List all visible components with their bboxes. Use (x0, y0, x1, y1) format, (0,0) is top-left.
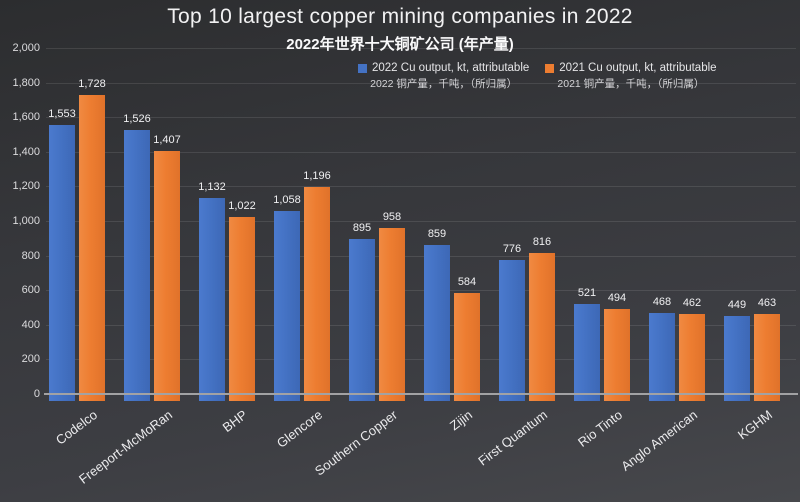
value-label: 462 (682, 297, 702, 310)
gridline (46, 290, 796, 292)
x-axis-label: Rio Tinto (575, 407, 626, 450)
bar-2021-anglo-american (679, 314, 705, 401)
bar-2022-glencore (274, 210, 300, 401)
value-label: 895 (352, 222, 372, 235)
y-tick-label: 400 (21, 318, 40, 331)
legend-label: 2022 Cu output, kt, attributable (372, 62, 530, 74)
x-axis-label: BHP (219, 407, 251, 436)
gridline (46, 255, 796, 257)
value-label: 1,553 (48, 108, 76, 121)
gridline (46, 221, 796, 222)
chart-title: Top 10 largest copper mining companies i… (167, 5, 633, 28)
gridline (46, 48, 796, 49)
value-label: 1,022 (228, 200, 256, 213)
legend-label: 2021 Cu output, kt, attributable (559, 62, 717, 74)
bar-2022-freeport-mcmoran (124, 130, 150, 401)
gridline (46, 82, 796, 84)
gridline (46, 359, 796, 361)
value-label: 859 (427, 228, 447, 241)
value-label: 1,058 (273, 193, 301, 206)
bar-2021-codelco (79, 95, 105, 401)
y-tick-label: 1,400 (12, 145, 40, 158)
value-label: 1,526 (123, 113, 151, 125)
bar-2022-codelco (49, 125, 75, 401)
bar-2022-zijin (424, 245, 450, 401)
value-label: 463 (757, 296, 777, 309)
chart-subtitle: 2022年世界十大铜矿公司 (年产量) (286, 36, 514, 53)
legend-swatch-2021 (545, 63, 555, 73)
legend-item-2021: 2021 Cu output, kt, attributable 2021 铜产量… (545, 62, 717, 91)
legend-item-2022: 2022 Cu output, kt, attributable 2022 铜产量… (358, 62, 529, 91)
gridline (46, 117, 796, 119)
gridline (46, 151, 796, 153)
bar-2021-rio-tinto (604, 308, 630, 401)
bar-2021-glencore (304, 187, 330, 401)
bar-2021-kghm (754, 313, 780, 401)
x-axis-label: Glencore (273, 407, 326, 451)
value-label: 494 (607, 291, 627, 304)
legend-label-cn: 2022 铜产量，千吨，（所归属） (370, 78, 518, 90)
bar-2021-bhp (229, 217, 255, 401)
bar-2022-southern-copper (349, 239, 375, 401)
bar-2021-southern-copper (379, 228, 405, 401)
y-tick-label: 1,800 (12, 76, 40, 89)
x-axis-label: First Quantum (475, 407, 551, 469)
legend-entry: 2021 Cu output, kt, attributable (545, 62, 717, 74)
bar-2021-zijin (454, 292, 480, 401)
bar-2021-first-quantum (529, 252, 555, 401)
legend-swatch-2022 (358, 63, 367, 73)
legend-entry: 2022 Cu output, kt, attributable (358, 62, 529, 74)
y-tick-label: 600 (21, 284, 40, 297)
gridline (46, 324, 796, 326)
x-axis-label: KGHM (734, 407, 776, 443)
y-tick-label: 800 (21, 249, 40, 262)
bar-2022-rio-tinto (574, 303, 600, 401)
y-tick-label: 0 (33, 388, 40, 400)
bar-2022-anglo-american (649, 313, 675, 401)
y-tick-label: 1,600 (12, 111, 40, 124)
bar-2022-bhp (199, 198, 225, 401)
value-label: 468 (652, 296, 672, 309)
x-axis-label: Zijin (446, 407, 476, 434)
y-tick-label: 2,000 (12, 42, 40, 54)
value-label: 1,132 (198, 181, 226, 194)
value-label: 584 (457, 275, 477, 288)
value-label: 449 (727, 299, 747, 312)
value-label: 776 (502, 242, 522, 255)
x-axis-line (44, 393, 798, 395)
y-tick-label: 1,200 (12, 180, 40, 193)
x-axis-label: Codelco (52, 407, 101, 448)
value-label: 521 (577, 286, 597, 299)
x-axis-label: Anglo American (618, 407, 701, 474)
bar-2022-first-quantum (499, 259, 525, 401)
legend: 2022 Cu output, kt, attributable 2022 铜产量… (358, 62, 717, 91)
gridline (46, 186, 796, 188)
legend-label-cn: 2021 铜产量，千吨，（所归属） (557, 78, 705, 90)
value-label: 958 (382, 211, 402, 224)
x-axis-label: Southern Copper (311, 407, 401, 479)
bar-2021-freeport-mcmoran (154, 150, 180, 401)
value-label: 1,196 (303, 170, 331, 183)
value-label: 816 (532, 235, 552, 248)
y-tick-label: 200 (21, 353, 40, 366)
value-label: 1,728 (78, 78, 106, 91)
bar-2022-kghm (724, 316, 750, 401)
y-tick-label: 1,000 (12, 215, 40, 227)
value-label: 1,407 (153, 133, 181, 146)
